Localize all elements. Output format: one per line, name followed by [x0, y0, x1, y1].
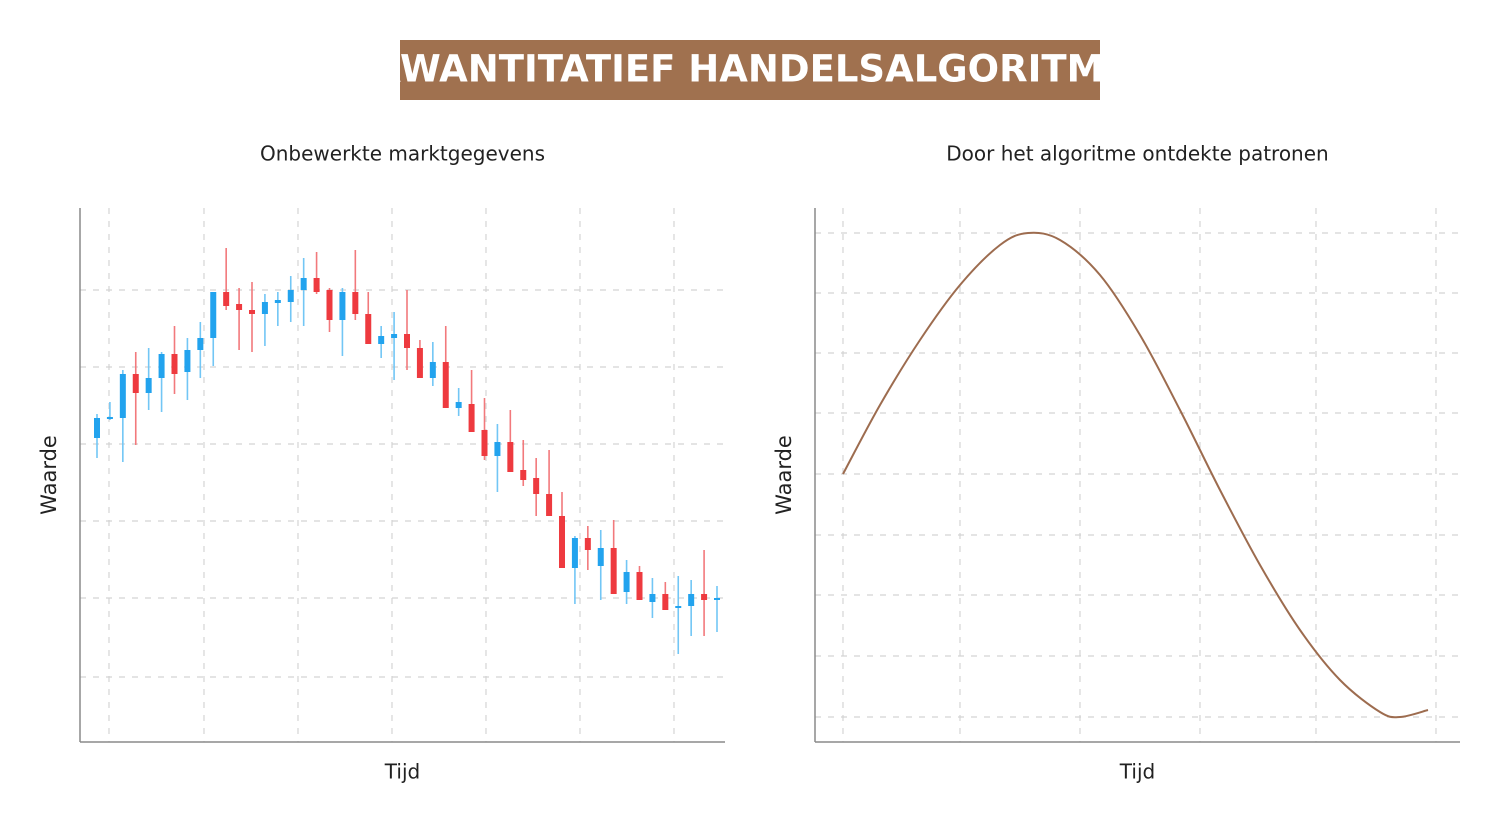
candle-body — [223, 292, 230, 306]
candle-body — [701, 594, 708, 600]
candle-body — [119, 374, 126, 418]
candle-body — [158, 354, 165, 378]
candle-body — [313, 278, 320, 292]
candle-body — [300, 278, 307, 290]
candle-body — [106, 417, 113, 419]
title-banner — [400, 40, 1100, 100]
candle-body — [352, 292, 359, 314]
candle-body — [520, 470, 527, 480]
candle-body — [274, 300, 281, 303]
candle-body — [468, 404, 475, 432]
candle-body — [649, 594, 656, 602]
candle-body — [261, 302, 268, 314]
candle-body — [714, 598, 720, 600]
candle-body — [429, 362, 436, 378]
candle-body — [507, 442, 514, 472]
candle-body — [326, 290, 333, 320]
candle-body — [597, 548, 604, 566]
candle-body — [623, 572, 630, 592]
main-title: KWANTITATIEF HANDELSALGORITME — [371, 48, 1128, 91]
candle-body — [94, 418, 100, 438]
candle-body — [636, 572, 643, 600]
y-axis-label: Waarde — [37, 435, 61, 515]
candle-body — [494, 442, 501, 456]
candle-body — [455, 402, 462, 408]
candle-body — [675, 606, 682, 608]
chart-title: Onbewerkte marktgegevens — [260, 142, 545, 166]
candle-body — [559, 516, 565, 568]
candle-body — [533, 478, 540, 494]
candle-body — [662, 594, 669, 610]
candle-body — [365, 314, 372, 344]
y-axis-label: Waarde — [772, 435, 796, 515]
candle-body — [184, 350, 191, 372]
candle-body — [171, 354, 178, 374]
candle-body — [145, 378, 152, 393]
candle-body — [416, 348, 423, 378]
candle-body — [378, 336, 385, 344]
candle-body — [610, 548, 617, 594]
pattern-line — [842, 231, 1429, 719]
candle-body — [287, 290, 294, 302]
x-axis-label: Tijd — [1119, 760, 1155, 784]
candle-body — [236, 304, 243, 310]
candle-body — [481, 430, 488, 456]
candle-body — [404, 334, 410, 348]
x-axis-label: Tijd — [384, 760, 420, 784]
candle-body — [584, 538, 591, 550]
chart-title: Door het algoritme ontdekte patronen — [946, 142, 1328, 166]
candle-body — [249, 310, 255, 314]
candle-body — [210, 292, 217, 338]
candle-body — [688, 594, 695, 606]
candle-body — [442, 362, 449, 408]
candle-body — [339, 292, 346, 320]
candle-body — [546, 494, 553, 516]
candle-body — [197, 338, 204, 350]
candle-body — [132, 374, 139, 393]
candle-body — [571, 538, 578, 568]
candle-body — [391, 334, 398, 338]
